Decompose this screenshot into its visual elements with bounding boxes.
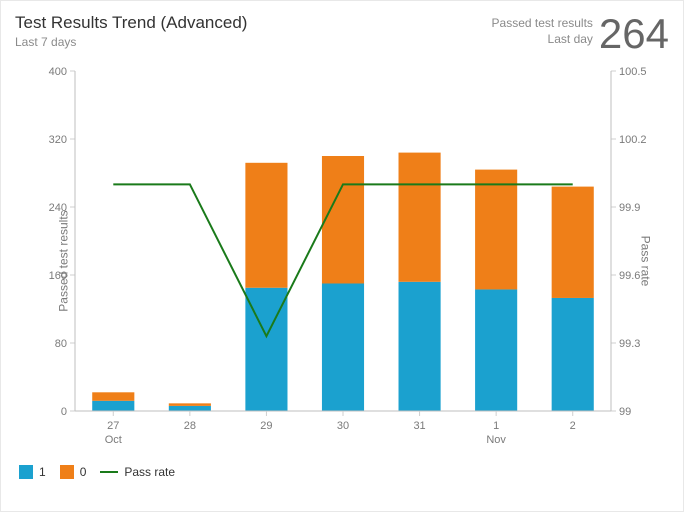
svg-text:0: 0 (61, 406, 67, 418)
legend-label: Pass rate (124, 465, 175, 479)
bar-segment (399, 153, 441, 282)
svg-text:99.9: 99.9 (619, 202, 640, 214)
metric-label-1: Passed test results (492, 16, 593, 32)
bar-segment (475, 289, 517, 411)
legend-line-swatch (100, 471, 118, 473)
bar-segment (92, 401, 134, 411)
svg-text:80: 80 (55, 338, 67, 350)
y-left-axis-label: Passed test results (57, 210, 71, 311)
svg-text:29: 29 (260, 420, 272, 432)
svg-text:2: 2 (570, 420, 576, 432)
bar-segment (475, 170, 517, 290)
bar-segment (399, 282, 441, 411)
legend-item: 0 (60, 465, 87, 479)
chart-area: Passed test results Pass rate 0801602403… (15, 61, 669, 461)
legend-label: 0 (80, 465, 87, 479)
widget-title: Test Results Trend (Advanced) (15, 13, 247, 33)
svg-text:28: 28 (184, 420, 196, 432)
bar-segment (552, 187, 594, 298)
svg-text:30: 30 (337, 420, 349, 432)
bar-segment (169, 403, 211, 406)
legend-item: 1 (19, 465, 46, 479)
legend-swatch (19, 465, 33, 479)
svg-text:27: 27 (107, 420, 119, 432)
legend: 1 0 Pass rate (15, 461, 669, 479)
bar-segment (92, 392, 134, 401)
svg-text:Oct: Oct (105, 434, 122, 446)
y-right-axis-label: Pass rate (639, 236, 653, 287)
svg-text:Nov: Nov (486, 434, 506, 446)
bar-segment (552, 298, 594, 411)
legend-item: Pass rate (100, 465, 175, 479)
svg-text:99: 99 (619, 406, 631, 418)
header-left: Test Results Trend (Advanced) Last 7 day… (15, 13, 247, 49)
metric-value: 264 (599, 13, 669, 55)
widget-subtitle: Last 7 days (15, 35, 247, 49)
header: Test Results Trend (Advanced) Last 7 day… (15, 13, 669, 55)
svg-text:100.5: 100.5 (619, 66, 647, 78)
svg-text:320: 320 (49, 134, 67, 146)
svg-text:99.3: 99.3 (619, 338, 640, 350)
widget-card: Test Results Trend (Advanced) Last 7 day… (0, 0, 684, 512)
legend-label: 1 (39, 465, 46, 479)
bar-segment (245, 163, 287, 288)
bar-segment (169, 406, 211, 411)
header-right: Passed test results Last day 264 (492, 13, 669, 55)
chart-svg: 0801602403204009999.399.699.9100.2100.52… (15, 61, 671, 461)
bar-segment (322, 156, 364, 284)
svg-text:1: 1 (493, 420, 499, 432)
svg-text:400: 400 (49, 66, 67, 78)
legend-swatch (60, 465, 74, 479)
svg-text:31: 31 (413, 420, 425, 432)
svg-text:99.6: 99.6 (619, 270, 640, 282)
svg-text:100.2: 100.2 (619, 134, 647, 146)
metric-label-2: Last day (548, 32, 593, 48)
bar-segment (322, 284, 364, 412)
